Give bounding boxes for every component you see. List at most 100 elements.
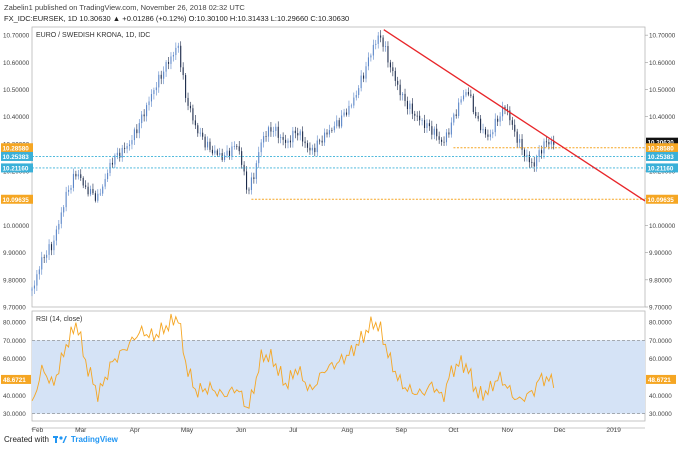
candle-body xyxy=(375,43,377,45)
candle-body xyxy=(31,288,33,291)
candle-body xyxy=(255,163,257,179)
level-label-right: 10.30630 xyxy=(648,140,675,147)
candle-body xyxy=(172,54,174,57)
tradingview-brand[interactable]: TradingView xyxy=(70,435,118,444)
rsi-tick-label-right: 30.0000 xyxy=(649,411,672,418)
candle-body xyxy=(289,140,291,143)
candle-body xyxy=(219,153,221,155)
candle-body xyxy=(467,92,469,95)
candle-body xyxy=(41,257,43,270)
candle-body xyxy=(87,186,89,195)
candle-body xyxy=(97,193,99,201)
candle-body xyxy=(343,112,345,116)
candle-body xyxy=(482,129,484,131)
candle-body xyxy=(94,193,96,201)
candle-body xyxy=(533,162,535,167)
candle-body xyxy=(167,62,170,64)
candle-body xyxy=(209,141,211,150)
candle-body xyxy=(143,114,145,117)
candle-body xyxy=(311,147,313,151)
level-label-bg-right xyxy=(646,194,678,204)
month-label: May xyxy=(181,427,194,434)
candle-body xyxy=(270,127,272,132)
candle-body xyxy=(136,129,138,134)
candle-body xyxy=(399,84,401,96)
rsi-tick-label-left: 40.0000 xyxy=(3,393,26,400)
level-label-right: 10.09635 xyxy=(648,197,675,204)
candle-body xyxy=(433,128,435,135)
price-tick-label-right: 10.60000 xyxy=(649,60,676,67)
candle-body xyxy=(236,146,238,147)
candle-body xyxy=(523,149,526,157)
month-label: Apr xyxy=(130,427,141,434)
candle-body xyxy=(484,129,487,135)
candle-body xyxy=(416,115,418,117)
level-label-bg-left xyxy=(1,143,33,153)
candle-body xyxy=(192,108,194,121)
rsi-value-label-left: 48.6721 xyxy=(3,377,26,384)
price-tick-label-left: 10.50000 xyxy=(3,87,30,94)
price-tick-label-left: 10.60000 xyxy=(3,60,30,67)
candle-body xyxy=(509,110,511,121)
candle-body xyxy=(119,152,121,158)
level-label-right: 10.21160 xyxy=(648,165,674,172)
candle-body xyxy=(526,154,528,157)
price-and-rsi-chart[interactable]: 9.70000 9.70000 9.80000 9.80000 9.90000 9.900… xyxy=(0,0,680,435)
rsi-tick-label-right: 70.0000 xyxy=(649,338,672,345)
candle-body xyxy=(328,130,330,135)
candle-body xyxy=(80,174,82,178)
candle-body xyxy=(531,162,533,163)
price-chart-title: EURO / SWEDISH KRONA, 1D, IDC xyxy=(36,32,150,39)
rsi-tick-label-right: 80.0000 xyxy=(649,320,672,327)
candle-body xyxy=(380,35,382,38)
candle-body xyxy=(480,118,482,131)
candle-body xyxy=(68,189,70,192)
rsi-value-bg-right xyxy=(646,374,676,384)
month-label: Jun xyxy=(236,427,247,434)
level-label-bg-right xyxy=(646,163,678,173)
month-label: Feb xyxy=(32,427,44,434)
level-label-right: 10.28580 xyxy=(648,145,675,152)
candle-body xyxy=(92,188,94,194)
candle-body xyxy=(189,105,192,109)
candle-body xyxy=(241,151,243,165)
candle-body xyxy=(102,186,104,194)
candle-body xyxy=(158,74,160,88)
candle-body xyxy=(43,257,45,259)
candle-body xyxy=(297,133,299,136)
candle-body xyxy=(472,95,474,113)
publish-info: Zabelin1 published on TradingView.com, N… xyxy=(4,3,245,12)
candle-body xyxy=(75,173,77,177)
candle-body xyxy=(511,120,513,125)
candle-body xyxy=(185,75,187,98)
candle-body xyxy=(392,67,394,71)
candle-body xyxy=(72,173,74,188)
candle-body xyxy=(226,150,228,156)
candle-body xyxy=(428,123,430,127)
price-tick-label-left: 10.00000 xyxy=(3,223,30,230)
candle-body xyxy=(394,70,396,81)
candle-body xyxy=(319,140,321,142)
price-tick-label-right: 10.50000 xyxy=(649,87,676,94)
candle-body xyxy=(487,134,489,137)
candle-body xyxy=(33,285,35,289)
rsi-tick-label-left: 80.0000 xyxy=(3,320,26,327)
candle-body xyxy=(231,146,233,158)
candle-body xyxy=(387,46,389,63)
candle-body xyxy=(38,269,40,275)
candle-body xyxy=(63,207,65,213)
candle-body xyxy=(216,150,218,155)
month-label: Sep xyxy=(395,427,407,434)
month-label: Aug xyxy=(341,427,353,434)
candle-body xyxy=(246,171,248,190)
candle-body xyxy=(348,105,350,115)
candle-body xyxy=(436,128,438,137)
candle-body xyxy=(441,139,443,142)
candle-body xyxy=(448,132,450,135)
candle-body xyxy=(372,44,374,56)
candle-body xyxy=(177,45,179,48)
candle-body xyxy=(333,126,335,131)
candle-body xyxy=(138,123,140,134)
candle-body xyxy=(543,141,545,154)
